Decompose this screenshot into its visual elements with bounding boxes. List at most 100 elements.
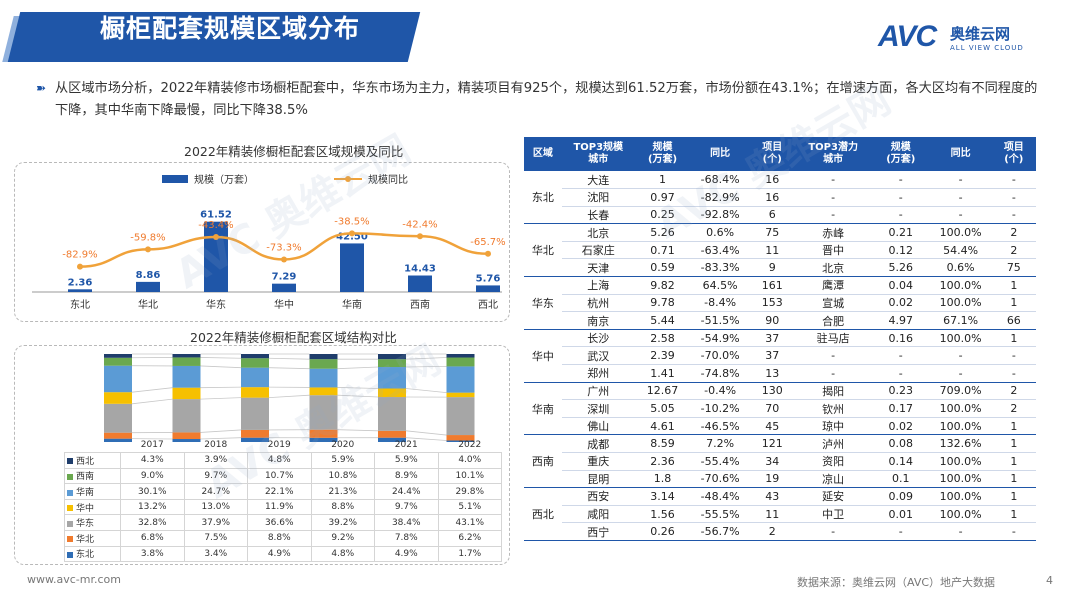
- corner-cell: [65, 437, 121, 453]
- region-cell: 华南: [524, 382, 562, 436]
- table-cell: 43.1%: [437, 514, 502, 532]
- stack-segment: [378, 397, 406, 431]
- series-name: 西南: [76, 472, 95, 483]
- stack-segment: [446, 357, 475, 367]
- table-cell: 709.0%: [929, 382, 992, 401]
- bar: [204, 221, 228, 292]
- table-cell: 5.9%: [374, 452, 439, 469]
- table-cell: 70: [750, 399, 795, 418]
- table-cell: -: [991, 171, 1036, 190]
- series-connector: [337, 387, 379, 389]
- region-cell: 华北: [524, 223, 562, 278]
- table-cell: -: [929, 171, 992, 190]
- table-cell: 7.8%: [374, 530, 439, 547]
- table-row: 重庆 2.36 -55.4% 34 资阳 0.14 100.0% 1: [524, 452, 1036, 471]
- table-cell: 北京: [794, 258, 872, 278]
- table-cell: 100.0%: [929, 470, 992, 489]
- yoy-label: -43.4%: [198, 220, 233, 231]
- stack-segment: [104, 365, 132, 393]
- table-row: 华东 上海 9.82 64.5% 161 鹰潭 0.04 100.0% 1: [524, 276, 1036, 330]
- table-cell: 1: [991, 276, 1036, 295]
- table-cell: -70.0%: [690, 346, 751, 366]
- table-row: 南京 5.44 -51.5% 90 合肥 4.97 67.1% 66: [524, 311, 1036, 330]
- table-cell: 45: [750, 417, 795, 436]
- table-cell: 1: [991, 434, 1036, 453]
- series-name: 东北: [76, 550, 95, 561]
- table-cell: 合肥: [794, 311, 872, 330]
- series-connector: [337, 429, 379, 432]
- table-cell: 赤峰: [794, 223, 872, 242]
- table-cell: 9.82: [634, 276, 691, 295]
- table-cell: 100.0%: [929, 294, 992, 313]
- table-row: 华东 32.8% 37.9% 36.6% 39.2% 38.4% 43.1%: [64, 514, 502, 532]
- series-connector: [405, 437, 447, 441]
- table-header: 项目 (个): [991, 137, 1036, 171]
- table-cell: 1.8: [634, 470, 691, 489]
- table-cell: 天津: [561, 258, 635, 278]
- bar-value-label: 42.50: [336, 231, 368, 242]
- series-label: 西南: [64, 467, 121, 485]
- table-cell: 0.21: [871, 223, 930, 242]
- yoy-label: -82.9%: [62, 250, 97, 261]
- table-cell: 泸州: [794, 434, 872, 453]
- table-cell: 11: [750, 241, 795, 260]
- table-cell: 4.0%: [437, 452, 502, 469]
- chart1-title: 2022年精装修橱柜配套区域规模及同比: [184, 144, 404, 159]
- table-cell: -: [991, 206, 1036, 225]
- series-label: 华南: [64, 483, 121, 500]
- table-cell: 2.36: [634, 452, 691, 471]
- stack-segment: [241, 358, 269, 368]
- table-cell: 深圳: [561, 399, 635, 418]
- table-cell: 10.1%: [437, 467, 502, 485]
- table-cell: 30.1%: [120, 483, 185, 500]
- table-header: 区域: [524, 137, 562, 171]
- table-cell: 16: [750, 188, 795, 207]
- table-cell: -68.4%: [690, 171, 751, 190]
- table-row: 石家庄 0.71 -63.4% 11 晋中 0.12 54.4% 2: [524, 241, 1036, 260]
- series-connector: [268, 394, 310, 399]
- table-cell: 宣城: [794, 294, 872, 313]
- table-cell: 0.17: [871, 399, 930, 418]
- stack-segment: [378, 388, 406, 398]
- table-cell: -: [794, 522, 872, 541]
- stack-segment: [241, 429, 269, 438]
- table-cell: -: [929, 206, 992, 225]
- table-cell: 广州: [561, 382, 635, 401]
- x-tick-label: 东北: [70, 298, 90, 311]
- table-cell: 杭州: [561, 294, 635, 313]
- bar-value-label: 14.43: [404, 264, 436, 275]
- table-cell: -: [871, 364, 930, 383]
- table-row: 华南 广州 12.67 -0.4% 130 揭阳 0.23 709.0% 2: [524, 382, 1036, 436]
- table-cell: 0.59: [634, 258, 691, 278]
- stack-segment: [309, 387, 338, 396]
- table-row: 东北 大连 1 -68.4% 16- - - -: [524, 171, 1036, 225]
- table-cell: 7.5%: [183, 530, 248, 547]
- table-cell: 37: [750, 329, 795, 348]
- region-cell: 西北: [524, 487, 562, 541]
- table-cell: 100.0%: [929, 399, 992, 418]
- table-cell: 32.8%: [120, 514, 185, 532]
- stack-segment: [446, 397, 475, 436]
- table-cell: -: [991, 364, 1036, 383]
- table-cell: 100.0%: [929, 276, 992, 295]
- table-cell: 1.7%: [437, 545, 502, 563]
- table-cell: 11: [750, 505, 795, 524]
- table-row: 西南 成都 8.59 7.2% 121 泸州 0.08 132.6% 1: [524, 434, 1036, 489]
- table-cell: 90: [750, 311, 795, 330]
- table-cell: 13.2%: [120, 498, 185, 516]
- table-cell: 9.0%: [120, 467, 185, 485]
- stack-segment: [172, 365, 201, 388]
- table-cell: 7.2%: [690, 434, 751, 453]
- yoy-label: -65.7%: [470, 237, 505, 248]
- stack-segment: [378, 359, 406, 368]
- table-cell: 北京: [561, 223, 635, 242]
- series-name: 华东: [76, 519, 95, 530]
- table-cell: 成都: [561, 434, 635, 453]
- yoy-point: [485, 250, 491, 257]
- yoy-point: [417, 233, 423, 240]
- table-cell: 5.05: [634, 399, 691, 418]
- series-swatch: [67, 536, 73, 543]
- table-cell: -74.8%: [690, 364, 751, 383]
- stack-segment: [378, 354, 406, 360]
- series-connector: [405, 366, 447, 368]
